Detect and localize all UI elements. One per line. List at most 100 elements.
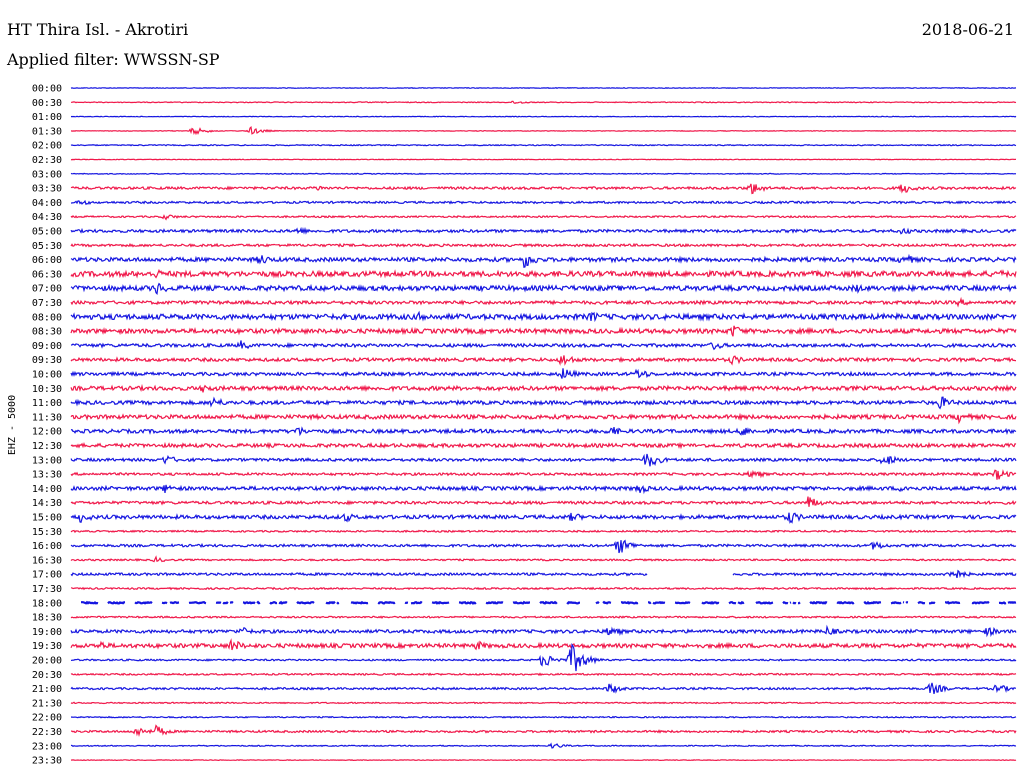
- time-label: 18:00: [32, 598, 62, 609]
- trace-line: [70, 701, 1017, 705]
- time-label: 03:30: [32, 184, 62, 195]
- filter-label: Applied filter: WWSSN-SP: [7, 50, 220, 69]
- trace-line: [70, 126, 1017, 136]
- time-label: 23:00: [32, 741, 62, 752]
- time-label: 09:30: [32, 355, 62, 366]
- time-label: 16:00: [32, 541, 62, 552]
- time-label: 07:30: [32, 298, 62, 309]
- trace-line: [70, 368, 1017, 379]
- trace-line: [70, 469, 1017, 480]
- time-label: 19:00: [32, 627, 62, 638]
- time-label: 20:00: [32, 656, 62, 667]
- trace-line: [70, 226, 1017, 235]
- trace-line: [70, 183, 1017, 195]
- time-label: 15:30: [32, 527, 62, 538]
- trace-line: [70, 325, 1017, 337]
- time-label: 11:00: [32, 398, 62, 409]
- trace-line: [70, 396, 1017, 410]
- trace-line: [70, 115, 1017, 118]
- station-title: HT Thira Isl. - Akrotiri: [7, 20, 189, 39]
- time-label: 21:00: [32, 684, 62, 695]
- trace-line: [70, 496, 1017, 507]
- time-label: 04:30: [32, 212, 62, 223]
- trace-line: [70, 158, 1017, 161]
- trace-line: [70, 172, 1017, 175]
- time-label: 14:30: [32, 498, 62, 509]
- trace-line: [70, 643, 1017, 672]
- time-label: 12:30: [32, 441, 62, 452]
- time-label: 02:00: [32, 141, 62, 152]
- trace-line: [70, 615, 1017, 619]
- time-label: 04:00: [32, 198, 62, 209]
- time-label: 01:00: [32, 112, 62, 123]
- trace-line: [70, 87, 1017, 89]
- trace-line: [70, 586, 1017, 591]
- trace-line: [81, 600, 1017, 605]
- trace-line: [70, 512, 1017, 524]
- time-label: 20:30: [32, 670, 62, 681]
- trace-line: [70, 453, 1017, 467]
- trace-line: [70, 383, 1017, 393]
- trace-line: [70, 555, 1017, 563]
- time-label: 17:30: [32, 584, 62, 595]
- trace-line: [70, 529, 1017, 534]
- trace-line: [70, 310, 1017, 323]
- trace-line: [70, 355, 1016, 366]
- trace-line: [70, 539, 1017, 554]
- trace-line: [70, 624, 1017, 638]
- time-label: 22:00: [32, 713, 62, 724]
- trace-line: [70, 441, 1017, 450]
- time-label: 14:00: [32, 484, 62, 495]
- time-label: 08:30: [32, 327, 62, 338]
- time-label: 15:00: [32, 513, 62, 524]
- time-label: 06:00: [32, 255, 62, 266]
- time-label: 21:30: [32, 698, 62, 709]
- trace-line: [70, 412, 1017, 425]
- trace-line: [70, 569, 1017, 579]
- trace-line: [70, 484, 1017, 495]
- date-label: 2018-06-21: [921, 20, 1014, 39]
- time-label: 00:30: [32, 98, 62, 109]
- time-label: 13:00: [32, 455, 62, 466]
- time-label: 03:00: [32, 169, 62, 180]
- trace-line: [70, 759, 1017, 762]
- trace-line: [70, 340, 1017, 351]
- time-label: 05:00: [32, 227, 62, 238]
- time-label: 06:30: [32, 269, 62, 280]
- time-label: 23:30: [32, 756, 62, 767]
- time-label: 22:30: [32, 727, 62, 738]
- trace-line: [70, 214, 1017, 221]
- time-label: 10:30: [32, 384, 62, 395]
- trace-line: [71, 199, 1017, 206]
- trace-line: [71, 100, 1017, 104]
- time-label: 19:30: [32, 641, 62, 652]
- time-label: 02:30: [32, 155, 62, 166]
- trace-line: [70, 672, 1017, 677]
- trace-line: [70, 143, 1017, 147]
- trace-line: [70, 296, 1017, 308]
- y-axis-label: EHZ - 5000: [7, 395, 18, 455]
- time-label: 07:00: [32, 284, 62, 295]
- trace-line: [70, 638, 1017, 651]
- trace-line: [70, 242, 1017, 248]
- time-label: 18:30: [32, 613, 62, 624]
- trace-line: [71, 724, 1017, 738]
- time-label: 12:00: [32, 427, 62, 438]
- time-labels-group: 00:00 00:30 01:00 01:30 02:00 02:30 03:00 03:30…: [32, 84, 62, 767]
- time-label: 09:00: [32, 341, 62, 352]
- time-label: 10:00: [32, 370, 62, 381]
- time-label: 08:00: [32, 312, 62, 323]
- trace-line: [70, 268, 1017, 279]
- trace-line: [70, 282, 1017, 295]
- traces-group: [70, 87, 1017, 762]
- time-label: 17:00: [32, 570, 62, 581]
- time-label: 00:00: [32, 84, 62, 95]
- trace-line: [70, 253, 1017, 268]
- time-label: 13:30: [32, 470, 62, 481]
- trace-line: [70, 742, 1017, 749]
- time-label: 16:30: [32, 555, 62, 566]
- time-label: 11:30: [32, 412, 62, 423]
- trace-line: [70, 715, 1017, 719]
- trace-line: [70, 682, 1017, 695]
